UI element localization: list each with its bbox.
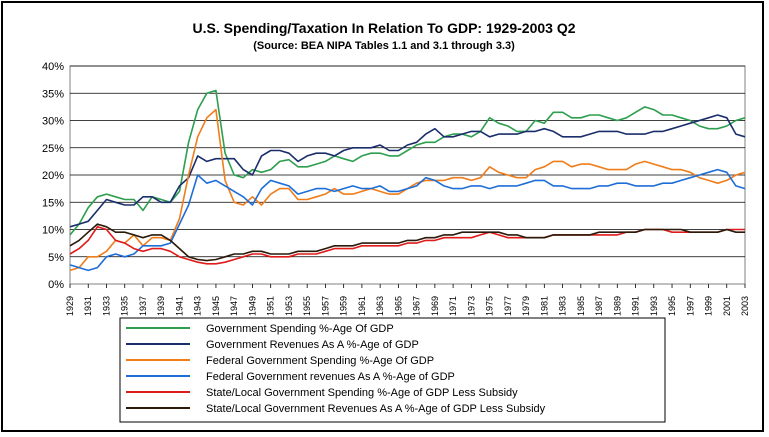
x-tick-label: 1979: [521, 296, 531, 316]
legend-label-1: Government Spending %-Age Of GDP: [206, 323, 394, 335]
x-tick-label: 1929: [65, 296, 75, 316]
series-line-1: [69, 89, 746, 236]
x-tick-label: 1953: [284, 296, 294, 316]
y-tick-label: 20%: [42, 170, 64, 182]
y-tick-label: 15%: [42, 197, 64, 209]
y-tick-label: 35%: [42, 88, 64, 100]
x-tick-label: 1965: [393, 296, 403, 316]
x-tick-label: 1933: [101, 296, 111, 316]
x-tick-label: 1983: [558, 296, 568, 316]
series-line-2: [69, 114, 746, 228]
x-tick-label: 1993: [649, 296, 659, 316]
series-line-6: [69, 223, 745, 262]
x-tick-label: 1957: [320, 296, 330, 316]
legend: Government Spending %-Age Of GDP Governme…: [119, 317, 666, 423]
x-tick-label: 1999: [704, 296, 714, 316]
x-tick-label: 1967: [412, 296, 422, 316]
y-tick-label: 30%: [42, 116, 64, 128]
x-tick-label: 1991: [631, 296, 641, 316]
x-tick-label: 1973: [466, 296, 476, 316]
x-tick-label: 1945: [211, 296, 221, 316]
x-tick-label: 1987: [594, 296, 604, 316]
x-tick-label: 1941: [174, 296, 184, 316]
x-tick-label: 1989: [612, 296, 622, 316]
legend-label-3: Federal Government Spending %-Age Of GDP: [206, 355, 434, 367]
x-tick-label: 1937: [138, 296, 148, 316]
x-tick-label: 1935: [120, 296, 130, 316]
legend-label-2: Government Revenues As A %-Age of GDP: [206, 339, 419, 351]
x-tick-label: 1943: [193, 296, 203, 316]
y-tick-label: 25%: [42, 143, 64, 155]
plot-area: 0% 5% 10% 15% 20% 25% 30% 35% 40% 1929 1931 1933 193…: [42, 61, 750, 316]
x-tick-label: 1955: [302, 296, 312, 316]
x-tick-label: 1959: [339, 296, 349, 316]
x-tick-label: 1975: [485, 296, 495, 316]
x-tick-label: 1963: [375, 296, 385, 316]
x-tick-label: 2003: [740, 296, 750, 316]
chart-title: U.S. Spending/Taxation In Relation To GD…: [192, 20, 575, 36]
y-tick-label: 5%: [48, 252, 64, 264]
x-tick-label: 1931: [83, 296, 93, 316]
x-tick-label: 1951: [266, 296, 276, 316]
x-tick-label: 1971: [448, 296, 458, 316]
y-tick-label: 0%: [48, 279, 64, 291]
x-tick-label: 1985: [576, 296, 586, 316]
legend-label-4: Federal Government revenues As A %-Age o…: [206, 371, 455, 383]
x-tick-label: 1961: [357, 296, 367, 316]
x-tick-label: 1977: [503, 296, 513, 316]
series-line-4: [69, 168, 746, 272]
legend-label-6: State/Local Government Revenues As A %-A…: [206, 403, 546, 415]
x-tick-label: 1939: [156, 296, 166, 316]
x-tick-label: 1995: [667, 296, 677, 316]
x-tick-label: 2001: [722, 296, 732, 316]
x-tick-label: 1969: [430, 296, 440, 316]
legend-box: [119, 317, 666, 423]
y-tick-label: 40%: [42, 61, 64, 73]
x-tick-label: 1981: [539, 296, 549, 316]
x-tick-label: 1997: [685, 296, 695, 316]
x-tick-label: 1947: [229, 296, 239, 316]
y-tick-label: 10%: [42, 225, 64, 237]
x-tick-label: 1949: [247, 296, 257, 316]
chart-subtitle: (Source: BEA NIPA Tables 1.1 and 3.1 thr…: [253, 40, 515, 52]
legend-label-5: State/Local Government Spending %-Age of…: [206, 387, 518, 399]
